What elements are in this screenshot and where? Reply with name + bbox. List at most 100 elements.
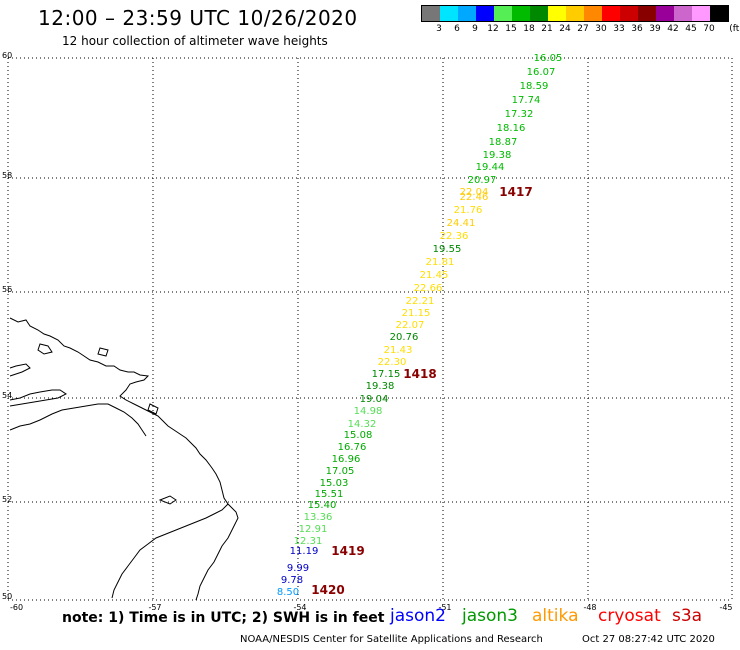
satellite-jason3: jason3 — [462, 606, 518, 626]
legend-swatch — [656, 6, 674, 21]
wave-height-label: 22.07 — [396, 320, 425, 331]
wave-height-label: 18.59 — [520, 81, 549, 92]
wave-height-label: 16.96 — [332, 454, 361, 465]
coastline-newfoundland — [111, 503, 229, 599]
legend-label: 21 — [541, 24, 553, 34]
lat-tick-label: 58 — [2, 171, 12, 180]
page-subtitle: 12 hour collection of altimeter wave hei… — [62, 34, 328, 48]
legend-label: 6 — [454, 24, 460, 34]
legend-swatch — [422, 6, 440, 21]
wave-height-label: 17.05 — [326, 466, 355, 477]
legend-swatch — [692, 6, 710, 21]
wave-height-label: 19.38 — [483, 150, 512, 161]
wave-height-label: 20.97 — [468, 175, 497, 186]
wave-height-label: 14.32 — [348, 419, 377, 430]
wave-height-label: 22.36 — [440, 231, 469, 242]
wave-height-label: 22.46 — [460, 192, 489, 203]
wave-height-label: 13.36 — [304, 512, 333, 523]
wave-height-label: 21.76 — [454, 205, 483, 216]
coastline-lake — [9, 389, 67, 407]
wave-height-label: 19.38 — [366, 381, 395, 392]
legend-label: 9 — [472, 24, 478, 34]
legend-unit: (ft) — [729, 24, 740, 34]
wave-height-label: 21.43 — [384, 345, 413, 356]
wave-height-label: 11.19 — [290, 546, 319, 557]
lat-tick-label: 56 — [2, 285, 12, 294]
legend-swatches — [421, 5, 729, 22]
pass-time-labels: 1417 1418 1419 1420 — [311, 185, 532, 597]
legend-label: 45 — [685, 24, 697, 34]
legend-swatch — [476, 6, 494, 21]
legend-label: 30 — [595, 24, 607, 34]
legend-label: 3 — [436, 24, 442, 34]
legend-label: 33 — [613, 24, 625, 34]
satellite-jason2: jason2 — [390, 606, 446, 626]
lat-tick-label: 50 — [2, 592, 12, 601]
pass-time-label: 1418 — [403, 367, 436, 381]
wave-height-label: 17.15 — [372, 369, 401, 380]
wave-height-label: 9.99 — [287, 563, 309, 574]
pass-time-label: 1420 — [311, 583, 344, 597]
legend-label: 18 — [523, 24, 535, 34]
wave-height-label: 21.45 — [420, 270, 449, 281]
satellite-altika: altika — [532, 606, 579, 626]
legend-swatch — [458, 6, 476, 21]
lat-tick-label: 54 — [2, 391, 12, 400]
wave-height-label: 21.81 — [426, 257, 455, 268]
wave-height-label: 22.21 — [406, 296, 435, 307]
page-title: 12:00 – 23:59 UTC 10/26/2020 — [38, 6, 358, 30]
wave-height-label: 16.05 — [534, 53, 563, 64]
legend-swatch — [512, 6, 530, 21]
legend-label: 36 — [631, 24, 643, 34]
lon-tick-label: -60 — [10, 603, 23, 612]
wave-height-label: 18.87 — [489, 137, 518, 148]
legend-label: 24 — [559, 24, 571, 34]
legend-swatch — [566, 6, 584, 21]
coastline-labrador — [9, 317, 239, 523]
wave-height-label: 19.04 — [360, 394, 389, 405]
credit-line: NOAA/NESDIS Center for Satellite Applica… — [240, 634, 543, 645]
legend-swatch — [494, 6, 512, 21]
wave-height-label: 22.04 — [460, 187, 489, 198]
legend-label: 12 — [487, 24, 499, 34]
pass-time-label: 1419 — [331, 544, 364, 558]
lon-tick-label: -48 — [583, 603, 596, 612]
wave-height-label: 22.30 — [378, 357, 407, 368]
wave-height-label: 17.74 — [512, 95, 541, 106]
units-note: note: 1) Time is in UTC; 2) SWH is in fe… — [62, 610, 385, 626]
wave-height-label: 22.66 — [414, 283, 443, 294]
satellite-s3a: s3a — [672, 606, 703, 626]
map-grid — [7, 57, 733, 601]
lat-tick-label: 52 — [2, 495, 12, 504]
legend-swatch — [620, 6, 638, 21]
wave-height-observations: 16.05 16.07 18.59 17.74 17.32 18.16 18.87 19.38… — [277, 53, 562, 598]
wave-height-label: 12.91 — [299, 524, 328, 535]
wave-height-label: 8.50 — [277, 587, 299, 598]
wave-height-label: 16.07 — [527, 67, 556, 78]
wave-height-label: 12.31 — [294, 536, 323, 547]
legend-label: 27 — [577, 24, 589, 34]
legend-swatch — [710, 6, 728, 21]
generated-timestamp: Oct 27 08:27:42 UTC 2020 — [582, 634, 715, 645]
wave-height-label: 20.76 — [390, 332, 419, 343]
axis-ticks: -60 -57 -54 -51 -48 -45 60 58 56 54 52 50 — [2, 51, 733, 612]
legend-swatch — [440, 6, 458, 21]
wave-height-label: 19.44 — [476, 162, 505, 173]
legend-swatch — [602, 6, 620, 21]
coastline-newfoundland-east — [195, 521, 237, 601]
wave-height-label: 15.08 — [344, 430, 373, 441]
wave-height-label: 21.15 — [402, 308, 431, 319]
pass-time-label: 1417 — [499, 185, 532, 199]
legend-swatch — [530, 6, 548, 21]
wave-height-label: 24.41 — [447, 218, 476, 229]
wave-height-label: 9.78 — [281, 575, 303, 586]
wave-height-label: 16.76 — [338, 442, 367, 453]
wave-height-label: 19.55 — [433, 244, 462, 255]
legend-swatch — [674, 6, 692, 21]
lon-tick-label: -45 — [719, 603, 732, 612]
coastline-islands — [9, 343, 177, 505]
wave-height-label: 15.40 — [308, 500, 337, 511]
